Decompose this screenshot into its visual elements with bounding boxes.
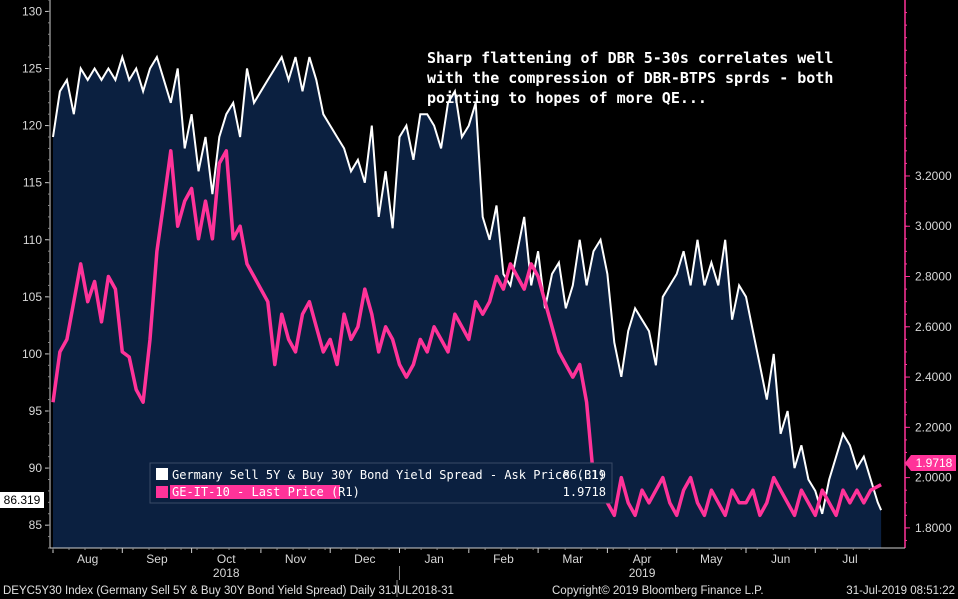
left-tick-label: 130 [22, 4, 42, 18]
right-tick-label: 2.2000 [915, 420, 952, 434]
last-value-right-text: 1.9718 [916, 456, 953, 470]
left-tick-label: 90 [29, 461, 43, 475]
left-tick-label: 115 [23, 176, 42, 190]
left-tick-label: 95 [29, 404, 43, 418]
left-tick-label: 120 [22, 119, 42, 133]
right-tick-label: 3.2000 [915, 169, 952, 183]
footer-left: DEYC5Y30 Index (Germany Sell 5Y & Buy 30… [3, 585, 454, 597]
last-value-left-text: 86.319 [4, 493, 41, 507]
right-tick-label: 2.0000 [915, 471, 952, 485]
left-tick-label: 110 [23, 233, 42, 247]
last-value-right: 1.9718 [905, 455, 956, 471]
x-tick-label: Jan [424, 552, 443, 566]
right-tick-label: 2.4000 [915, 370, 952, 384]
left-tick-label: 85 [29, 518, 43, 532]
x-tick-label: Feb [493, 552, 514, 566]
left-tick-label: 100 [22, 347, 42, 361]
x-tick-label: Jun [771, 552, 790, 566]
legend-swatch-pink [156, 486, 168, 498]
x-year-label: 2018 [213, 566, 240, 580]
x-tick-label: Nov [285, 552, 306, 566]
right-tick-label: 3.0000 [915, 219, 952, 233]
series-line-pink [51, 149, 882, 518]
right-tick-label: 2.8000 [915, 270, 952, 284]
last-value-left: 86.319 [0, 492, 44, 508]
legend-label-pink: GE-IT-10 - Last Price (R1) [172, 485, 360, 499]
annotation-line-3: pointing to hopes of more QE... [427, 89, 707, 107]
series-area-fill [53, 57, 882, 548]
right-tick-label: 2.6000 [915, 320, 952, 334]
plot-area [51, 53, 883, 548]
legend-label-white: Germany Sell 5Y & Buy 30Y Bond Yield Spr… [172, 468, 605, 482]
x-tick-label: Oct [217, 552, 236, 566]
x-tick-label: Apr [633, 552, 652, 566]
x-tick-label: Sep [146, 552, 168, 566]
left-tick-label: 105 [22, 290, 42, 304]
legend-value-white: 86.319 [563, 468, 606, 482]
x-axis: Aug Sep Oct Nov Dec Jan Feb Mar Apr May Jun Jul 2018… [50, 547, 905, 597]
x-tick-label: May [700, 552, 723, 566]
legend-value-pink: 1.9718 [563, 485, 606, 499]
series-line-white [52, 53, 883, 515]
x-tick-label: Mar [562, 552, 583, 566]
footer-right: 31-Jul-2019 08:51:22 [846, 585, 955, 597]
right-tick-label: 1.8000 [915, 521, 952, 535]
x-tick-label: Dec [354, 552, 375, 566]
x-tick-label: Jul [842, 552, 857, 566]
left-tick-label: 125 [22, 62, 42, 76]
left-axis: 85 90 95 100 105 110 115 120 125 130 [22, 0, 51, 549]
legend: Germany Sell 5Y & Buy 30Y Bond Yield Spr… [149, 462, 613, 504]
x-tick-label: Aug [77, 552, 98, 566]
x-year-label: 2019 [629, 566, 656, 580]
annotation-line-2: with the compression of DBR-BTPS sprds -… [427, 69, 833, 87]
legend-swatch-white [156, 468, 168, 480]
annotation-line-1: Sharp flattening of DBR 5-30s correlates… [427, 49, 833, 67]
legend-label-pink-highlight [170, 485, 340, 499]
footer-center: Copyright© 2019 Bloomberg Finance L.P. [552, 585, 764, 597]
right-axis: 1.8000 2.0000 2.2000 2.4000 2.6000 2.8000 3.00… [904, 0, 952, 548]
